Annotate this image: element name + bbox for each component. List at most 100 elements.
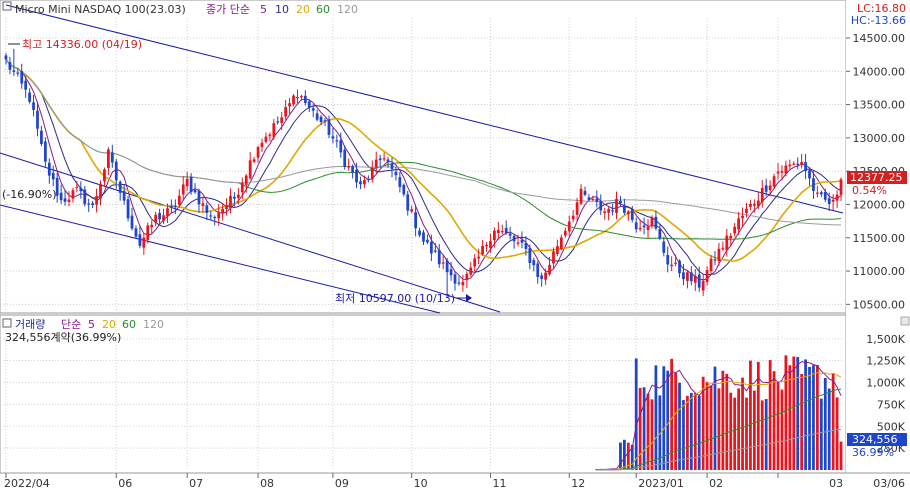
candle-body[interactable] bbox=[583, 190, 587, 195]
candle-body[interactable] bbox=[114, 161, 118, 181]
candle-body[interactable] bbox=[532, 260, 536, 266]
candle-body[interactable] bbox=[827, 198, 831, 204]
candle-body[interactable] bbox=[784, 165, 788, 174]
candle-body[interactable] bbox=[615, 198, 618, 213]
candle-body[interactable] bbox=[181, 184, 185, 195]
candle-body[interactable] bbox=[240, 183, 244, 193]
candle-body[interactable] bbox=[410, 209, 414, 212]
volume-bar[interactable] bbox=[831, 373, 835, 470]
volume-bar[interactable] bbox=[749, 360, 752, 470]
candle-body[interactable] bbox=[705, 270, 709, 283]
volume-bar[interactable] bbox=[721, 370, 725, 470]
candle-body[interactable] bbox=[51, 172, 55, 180]
candle-body[interactable] bbox=[788, 164, 792, 167]
volume-bar[interactable] bbox=[788, 365, 792, 470]
candle-body[interactable] bbox=[118, 181, 122, 193]
candle-body[interactable] bbox=[682, 272, 685, 280]
volume-bar[interactable] bbox=[741, 377, 744, 470]
candle-body[interactable] bbox=[591, 198, 595, 201]
candle-body[interactable] bbox=[177, 195, 181, 205]
candle-body[interactable] bbox=[745, 208, 748, 214]
ma-legend-20[interactable]: 20 bbox=[296, 3, 310, 16]
volume-bar[interactable] bbox=[717, 388, 721, 470]
candle-body[interactable] bbox=[587, 197, 591, 200]
volume-bar[interactable] bbox=[816, 364, 819, 470]
candle-body[interactable] bbox=[43, 141, 47, 162]
candle-body[interactable] bbox=[233, 196, 236, 199]
candle-body[interactable] bbox=[496, 229, 500, 233]
candle-body[interactable] bbox=[272, 123, 276, 137]
candle-body[interactable] bbox=[670, 264, 674, 267]
candle-body[interactable] bbox=[445, 260, 449, 273]
volume-bar[interactable] bbox=[674, 372, 677, 470]
candle-body[interactable] bbox=[493, 230, 496, 241]
candle-body[interactable] bbox=[504, 228, 508, 234]
volume-bar[interactable] bbox=[689, 392, 693, 470]
candle-body[interactable] bbox=[500, 230, 504, 233]
candle-body[interactable] bbox=[611, 210, 614, 212]
candle-body[interactable] bbox=[623, 205, 626, 213]
ma-legend-60[interactable]: 60 bbox=[316, 3, 330, 16]
volume-panel-resize-handle[interactable] bbox=[900, 316, 910, 326]
volume-bar[interactable] bbox=[650, 399, 654, 470]
volume-bar[interactable] bbox=[733, 397, 737, 470]
volume-bar[interactable] bbox=[760, 400, 764, 470]
candle-body[interactable] bbox=[804, 162, 807, 172]
candle-body[interactable] bbox=[768, 185, 772, 191]
candle-body[interactable] bbox=[296, 96, 299, 99]
volume-bar[interactable] bbox=[670, 358, 674, 470]
volume-bar[interactable] bbox=[745, 397, 748, 470]
candle-body[interactable] bbox=[59, 192, 63, 201]
candle-body[interactable] bbox=[307, 101, 311, 108]
volume-menu-icon[interactable] bbox=[2, 318, 12, 328]
candle-body[interactable] bbox=[599, 201, 603, 211]
candle-body[interactable] bbox=[130, 215, 134, 229]
volume-bar[interactable] bbox=[634, 358, 638, 470]
candle-body[interactable] bbox=[449, 269, 453, 276]
candle-body[interactable] bbox=[268, 134, 272, 137]
candle-body[interactable] bbox=[634, 222, 638, 230]
candle-body[interactable] bbox=[162, 215, 165, 221]
candle-body[interactable] bbox=[303, 95, 307, 103]
channel-lower-line-2[interactable] bbox=[0, 204, 441, 314]
candle-body[interactable] bbox=[32, 102, 35, 110]
candle-body[interactable] bbox=[142, 237, 146, 248]
candle-body[interactable] bbox=[394, 171, 398, 176]
vol-legend-120[interactable]: 120 bbox=[143, 318, 164, 331]
volume-bar[interactable] bbox=[642, 387, 646, 470]
candle-body[interactable] bbox=[559, 237, 563, 249]
volume-bar[interactable] bbox=[678, 382, 681, 470]
vol-legend-prefix[interactable]: 단순 bbox=[61, 318, 81, 331]
candle-body[interactable] bbox=[800, 161, 804, 165]
candle-body[interactable] bbox=[713, 259, 717, 261]
volume-bar[interactable] bbox=[713, 366, 717, 470]
ma-legend-10[interactable]: 10 bbox=[275, 3, 289, 16]
candle-body[interactable] bbox=[225, 205, 228, 210]
candle-body[interactable] bbox=[229, 195, 232, 209]
candle-body[interactable] bbox=[721, 247, 725, 250]
candle-body[interactable] bbox=[126, 199, 130, 219]
volume-bar[interactable] bbox=[819, 398, 823, 470]
candle-body[interactable] bbox=[469, 267, 473, 275]
candle-body[interactable] bbox=[461, 281, 465, 286]
volume-bar[interactable] bbox=[823, 377, 827, 470]
candle-body[interactable] bbox=[792, 163, 796, 165]
candle-body[interactable] bbox=[689, 272, 693, 282]
volume-bar[interactable] bbox=[808, 366, 811, 470]
candle-body[interactable] bbox=[556, 246, 559, 255]
candle-body[interactable] bbox=[173, 205, 177, 207]
candle-body[interactable] bbox=[662, 241, 666, 253]
candle-body[interactable] bbox=[264, 136, 268, 142]
candle-body[interactable] bbox=[386, 159, 390, 163]
candle-body[interactable] bbox=[776, 171, 780, 174]
candle-body[interactable] bbox=[382, 158, 386, 160]
candle-body[interactable] bbox=[75, 186, 79, 188]
candle-body[interactable] bbox=[619, 200, 622, 203]
volume-bar[interactable] bbox=[666, 370, 670, 470]
ma-legend-120[interactable]: 120 bbox=[337, 3, 358, 16]
candle-body[interactable] bbox=[40, 130, 43, 144]
candle-body[interactable] bbox=[20, 71, 24, 84]
candle-body[interactable] bbox=[260, 142, 264, 148]
candle-body[interactable] bbox=[197, 190, 201, 205]
volume-bar[interactable] bbox=[835, 397, 839, 470]
